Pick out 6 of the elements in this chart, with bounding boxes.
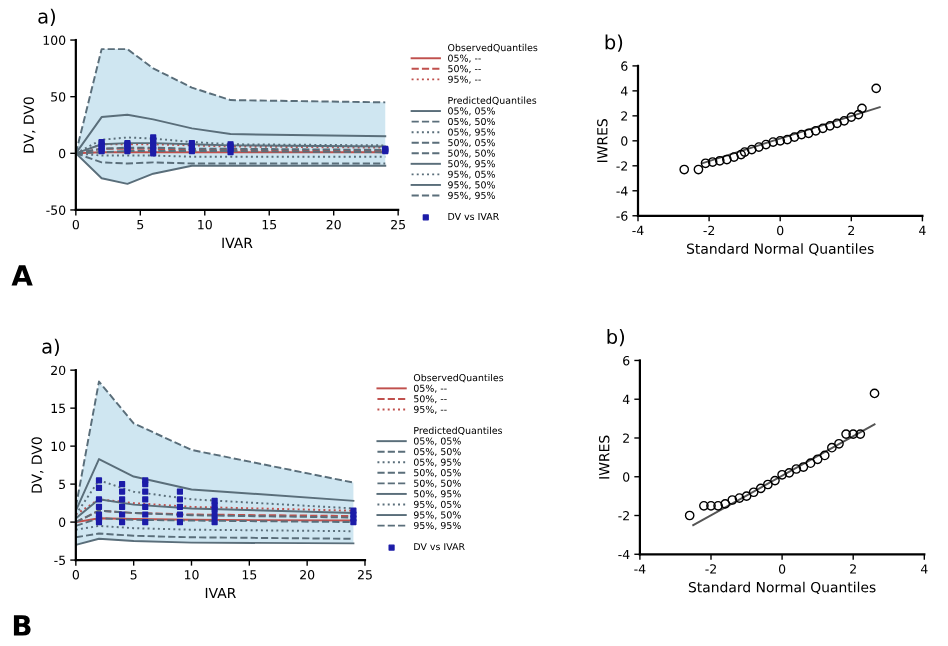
chart-title: b): [607, 329, 625, 347]
chart-title: b): [605, 34, 623, 52]
text: A: [11, 265, 33, 286]
chart-title: a): [38, 8, 55, 26]
text: B: [13, 615, 31, 636]
chart-title: a): [42, 338, 59, 357]
